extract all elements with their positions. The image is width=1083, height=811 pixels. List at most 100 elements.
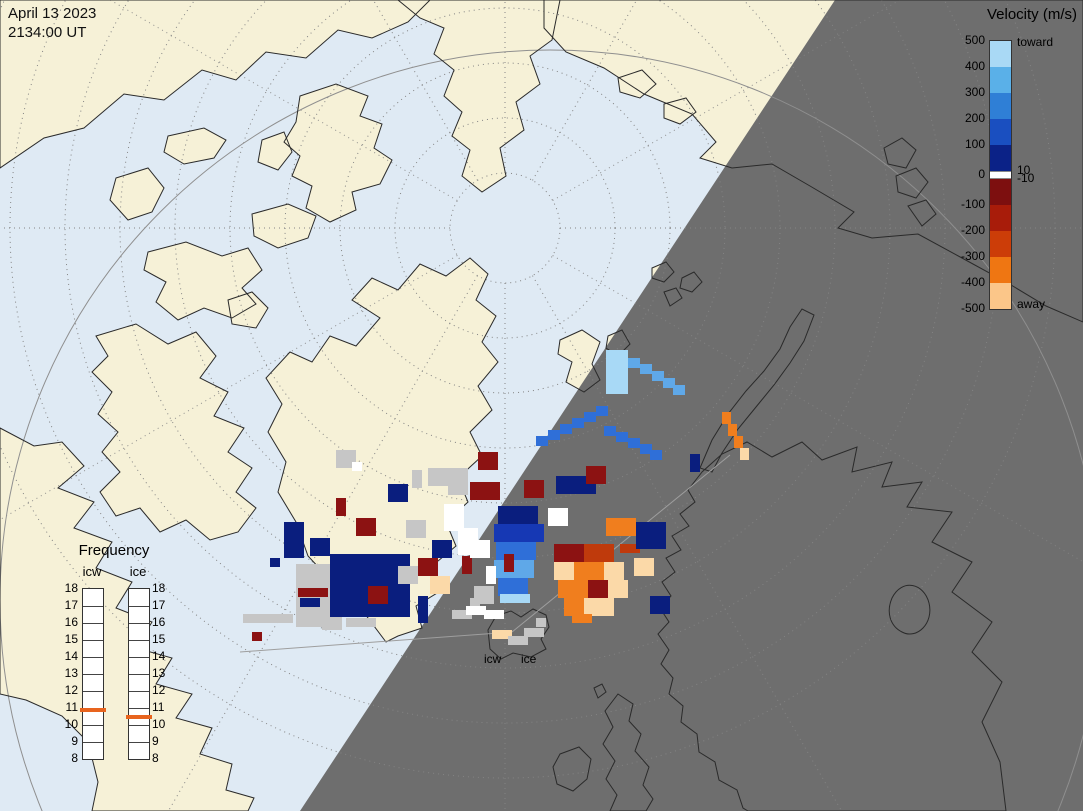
frequency-tick: 18 xyxy=(152,581,166,595)
velocity-cell xyxy=(554,562,564,571)
velocity-cell xyxy=(294,549,304,558)
velocity-cell xyxy=(534,480,544,489)
velocity-cell xyxy=(506,542,516,551)
velocity-cell xyxy=(406,520,416,529)
velocity-colorbar-segment xyxy=(990,283,1011,309)
velocity-cell xyxy=(418,558,428,567)
velocity-cell xyxy=(488,452,498,461)
velocity-cell xyxy=(558,589,568,598)
velocity-away-label: away xyxy=(1017,297,1046,311)
velocity-cell xyxy=(430,576,440,585)
velocity-cell xyxy=(484,610,494,619)
velocity-cell xyxy=(360,599,370,608)
velocity-cell xyxy=(588,580,598,589)
velocity-cell xyxy=(346,450,356,459)
velocity-cell xyxy=(574,571,584,580)
velocity-cell xyxy=(448,477,458,486)
velocity-cell xyxy=(646,540,656,549)
velocity-cell xyxy=(534,628,544,637)
velocity-cell xyxy=(316,582,326,591)
velocity-cell xyxy=(582,614,592,623)
velocity-cell xyxy=(508,506,518,515)
velocity-cell xyxy=(330,590,340,599)
velocity-cell xyxy=(500,594,510,603)
velocity-cell xyxy=(270,558,280,567)
velocity-cell xyxy=(253,614,263,623)
velocity-cell xyxy=(690,463,700,472)
velocity-cell xyxy=(400,599,410,608)
velocity-cell xyxy=(306,618,316,627)
velocity-cell xyxy=(572,614,582,623)
velocity-cell xyxy=(504,563,514,572)
velocity-cell xyxy=(616,432,628,442)
velocity-cell xyxy=(584,607,594,616)
velocity-cell xyxy=(448,468,458,477)
velocity-cell xyxy=(588,589,598,598)
velocity-cell xyxy=(584,553,594,562)
frequency-tick: 10 xyxy=(152,717,166,731)
velocity-cell xyxy=(416,520,426,529)
velocity-cell xyxy=(398,484,408,493)
velocity-cell xyxy=(518,587,528,596)
velocity-cell xyxy=(340,572,350,581)
velocity-tick: -100 xyxy=(960,197,985,211)
velocity-tick: 500 xyxy=(964,33,985,47)
velocity-cell xyxy=(330,554,340,563)
velocity-cell xyxy=(346,618,356,627)
velocity-cell xyxy=(340,590,350,599)
frequency-cell xyxy=(83,742,103,759)
velocity-cell xyxy=(516,542,526,551)
velocity-cell xyxy=(448,486,458,495)
velocity-cell xyxy=(524,489,534,498)
velocity-cell xyxy=(508,587,518,596)
velocity-cell xyxy=(536,436,548,446)
velocity-cell xyxy=(524,533,534,542)
velocity-cell xyxy=(578,580,588,589)
velocity-cell xyxy=(556,476,566,485)
velocity-cell xyxy=(734,436,743,448)
velocity-cell xyxy=(566,476,576,485)
velocity-cell xyxy=(330,572,340,581)
velocity-cell xyxy=(350,590,360,599)
velocity-cell xyxy=(564,571,574,580)
velocity-toward-label: toward xyxy=(1017,35,1054,49)
frequency-tick: 11 xyxy=(65,700,78,714)
frequency-tick: 17 xyxy=(64,598,78,612)
velocity-cell xyxy=(524,480,534,489)
velocity-cell xyxy=(606,383,617,394)
velocity-tick: 10 xyxy=(1017,163,1031,177)
night-terminator-overlay xyxy=(300,0,1083,811)
frequency-cell xyxy=(129,674,149,691)
velocity-legend: Velocity (m/s) 500 400 300 200 100 0 -100 -200 -… xyxy=(945,6,1079,336)
velocity-cell xyxy=(656,531,666,540)
velocity-cell xyxy=(628,438,640,448)
velocity-cell xyxy=(418,567,428,576)
velocity-cell xyxy=(606,527,616,536)
frequency-cell xyxy=(83,640,103,657)
frequency-cell xyxy=(129,725,149,742)
velocity-cell xyxy=(528,515,538,524)
velocity-cell xyxy=(454,522,464,531)
velocity-cell xyxy=(284,549,294,558)
frequency-tick: 17 xyxy=(152,598,166,612)
velocity-cell xyxy=(660,596,670,605)
velocity-cell xyxy=(640,364,652,374)
velocity-cell xyxy=(524,569,534,578)
velocity-cell xyxy=(510,594,520,603)
velocity-cell xyxy=(340,581,350,590)
velocity-cell xyxy=(644,567,654,576)
velocity-cell xyxy=(504,524,514,533)
frequency-tick: 14 xyxy=(64,649,78,663)
velocity-cell xyxy=(478,461,488,470)
velocity-cell xyxy=(548,430,560,440)
frequency-cell xyxy=(83,657,103,674)
velocity-cell xyxy=(462,565,472,574)
velocity-cell xyxy=(284,540,294,549)
velocity-cell xyxy=(568,589,578,598)
velocity-cell xyxy=(594,571,604,580)
velocity-cell xyxy=(316,573,326,582)
velocity-cell xyxy=(408,566,418,575)
velocity-cell xyxy=(574,607,584,616)
frequency-cell xyxy=(129,691,149,708)
velocity-cell xyxy=(536,618,546,627)
